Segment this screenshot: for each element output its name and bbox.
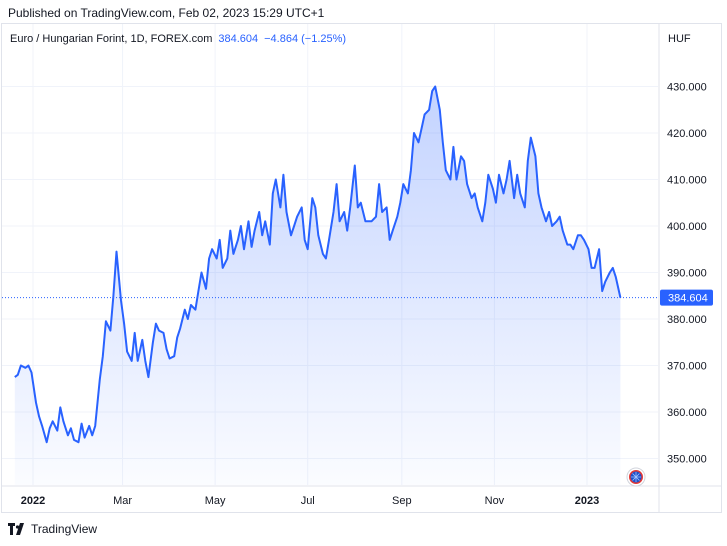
globe-icon[interactable] <box>626 467 646 487</box>
series-area <box>14 86 621 485</box>
y-tick-label: 430.000 <box>667 82 707 94</box>
last-price: 384.604 <box>218 33 259 45</box>
y-tick-label: 410.000 <box>667 175 707 187</box>
published-caption: Published on TradingView.com, Feb 02, 20… <box>8 6 325 20</box>
price-label-box <box>660 289 713 306</box>
x-tick-label: Mar <box>113 495 132 507</box>
x-tick-label: May <box>205 495 226 507</box>
y-tick-label: 420.000 <box>667 128 707 140</box>
tradingview-logo-icon <box>8 523 26 535</box>
series-line <box>14 85 622 444</box>
tradingview-brand[interactable]: TradingView <box>8 522 97 536</box>
y-tick-label: 350.000 <box>667 454 707 466</box>
y-tick-label: 360.000 <box>667 407 707 419</box>
price-axis-label: 384.604 <box>668 293 708 305</box>
currency-label: HUF <box>668 33 691 45</box>
x-tick-label: Sep <box>392 495 412 507</box>
y-tick-label: 390.000 <box>667 268 707 280</box>
x-tick-label: 2023 <box>575 495 599 507</box>
x-tick-label: Nov <box>485 495 505 507</box>
chart-legend[interactable]: Euro / Hungarian Forint, 1D, FOREX.com 38… <box>10 33 346 45</box>
brand-name: TradingView <box>31 522 98 536</box>
x-tick-label: 2022 <box>21 495 45 507</box>
y-tick-label: 400.000 <box>667 221 707 233</box>
chart-frame <box>1 23 722 513</box>
y-tick-label: 380.000 <box>667 314 707 326</box>
price-change: −4.864 (−1.25%) <box>264 33 347 45</box>
y-tick-label: 370.000 <box>667 361 707 373</box>
x-tick-label: Jul <box>301 495 315 507</box>
symbol-title: Euro / Hungarian Forint, 1D, FOREX.com <box>10 33 213 45</box>
